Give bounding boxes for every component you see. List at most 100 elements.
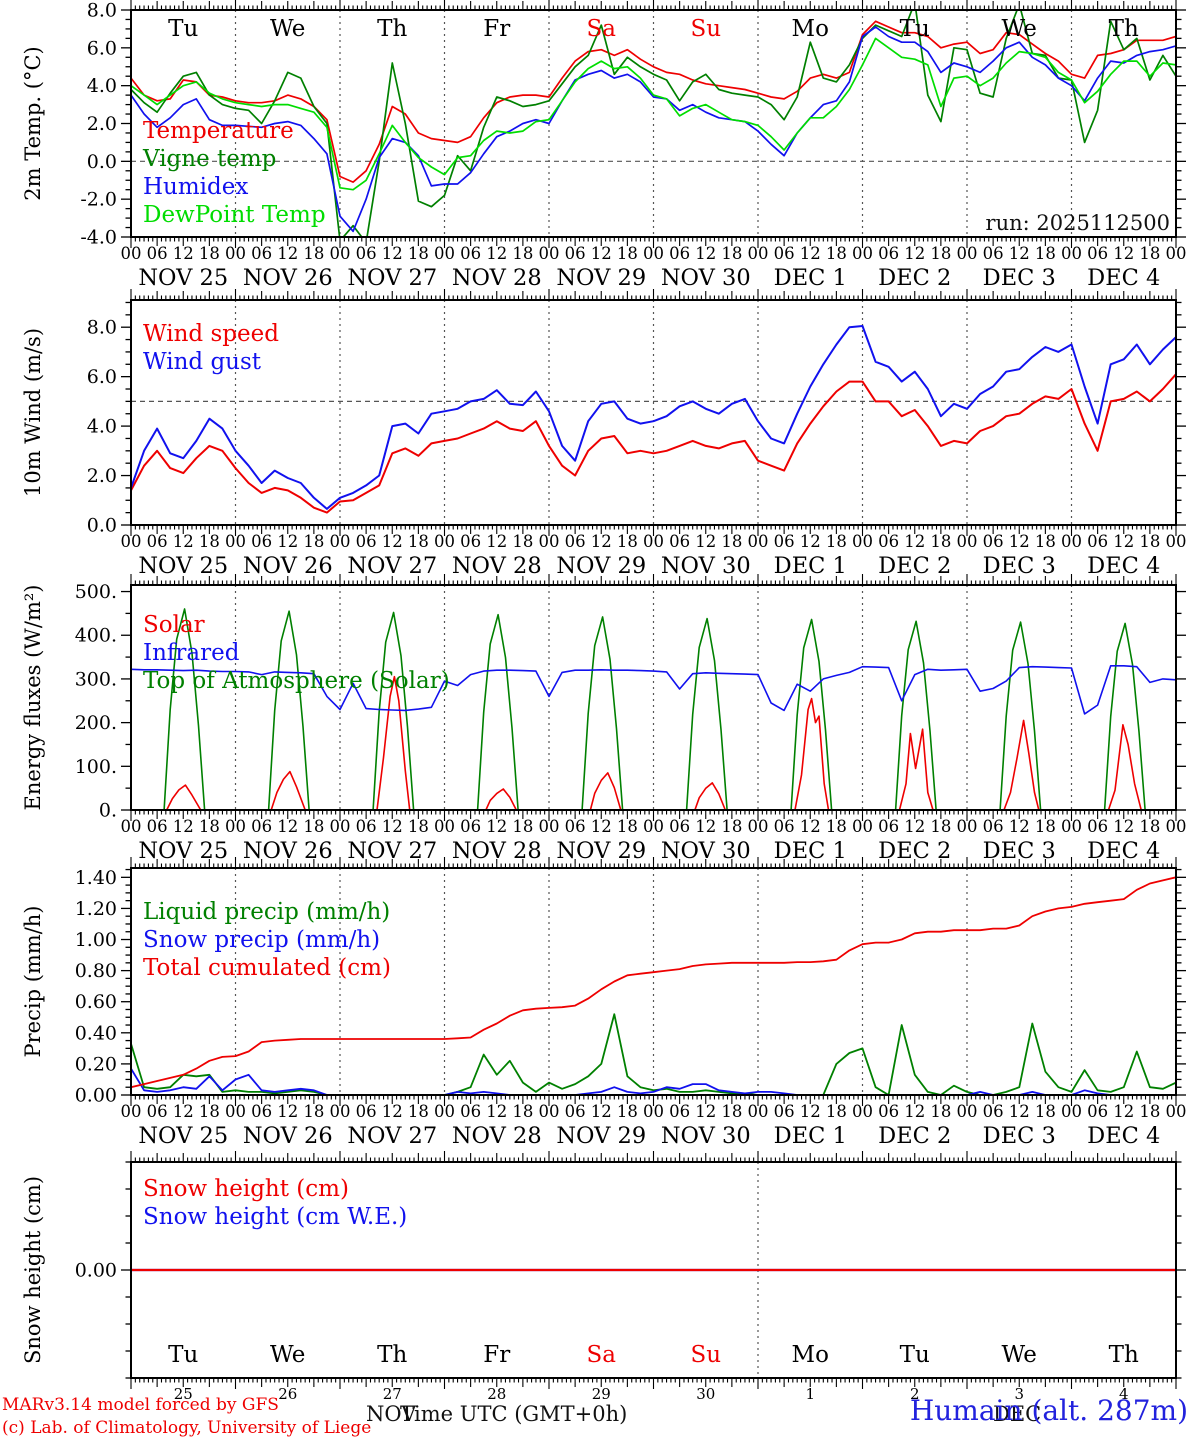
date-label: DEC 1 [774,1123,847,1149]
series-total-cumulated [131,876,1176,1089]
hour-tick-label: 00 [1061,244,1082,263]
hour-tick-label: 00 [1166,1102,1187,1121]
hour-tick-label: 18 [1035,532,1056,551]
hour-tick-label: 06 [669,1102,690,1121]
hour-tick-label: 00 [957,532,978,551]
y-tick-label: -2.0 [80,189,117,211]
hour-tick-label: 06 [1087,244,1108,263]
series-temperature [131,20,1176,183]
y-tick-label: 0.40 [75,1022,117,1044]
hour-tick-label: 18 [303,532,324,551]
hour-tick-label: 00 [539,532,560,551]
hour-tick-label: 00 [748,1102,769,1121]
hour-tick-label: 18 [826,817,847,836]
hour-tick-label: 06 [878,244,899,263]
day-number-label: 28 [487,1385,506,1403]
y-tick-label: 0. [99,800,117,822]
series-dewpoint-temp [131,37,1176,191]
date-label: DEC 4 [1087,265,1160,291]
hour-tick-label: 00 [434,817,455,836]
time-axis-label: Time UTC (GMT+0h) [400,1402,628,1426]
station-label: Humain (alt. 287m) [909,1394,1188,1427]
hour-tick-label: 12 [1113,1102,1134,1121]
hour-tick-label: 00 [852,532,873,551]
hour-tick-label: 12 [486,817,507,836]
hour-tick-label: 00 [330,244,351,263]
hour-tick-label: 12 [695,532,716,551]
model-credit-line1: MARv3.14 model forced by GFS [2,1395,279,1415]
wind10m-panel: 8.06.04.02.00.000 06 12 18 00 06 12 18 00 06 12 18 0… [21,289,1187,579]
hour-tick-label: 18 [199,244,220,263]
hour-tick-label: 18 [199,817,220,836]
hour-tick-label: 00 [643,817,664,836]
legend-top-of-atmosphere-solar-: Top of Atmosphere (Solar) [143,668,450,694]
hour-tick-label: 00 [330,1102,351,1121]
hour-tick-label: 06 [1087,817,1108,836]
hour-tick-label: 06 [774,244,795,263]
hour-tick-label: 00 [225,1102,246,1121]
hour-tick-label: 00 [748,244,769,263]
hour-tick-label: 18 [930,244,951,263]
hour-tick-label: 06 [774,532,795,551]
hour-tick-label: 12 [486,1102,507,1121]
weekday-label: We [1002,16,1037,42]
date-label: DEC 2 [878,265,951,291]
hour-tick-label: 06 [878,1102,899,1121]
weekday-label: Tu [900,16,930,42]
hour-tick-label: 06 [356,532,377,551]
hour-tick-label: 06 [356,817,377,836]
hour-tick-label: 12 [800,1102,821,1121]
series-wind-speed [131,373,1176,514]
date-label: NOV 26 [243,265,333,291]
date-label: NOV 29 [556,265,646,291]
hour-tick-label: 12 [695,817,716,836]
y-tick-label: 500. [75,581,117,603]
hour-tick-label: 18 [617,244,638,263]
hour-tick-label: 00 [539,1102,560,1121]
hour-tick-label: 18 [930,817,951,836]
hour-tick-label: 12 [1009,244,1030,263]
hour-tick-label: 00 [852,1102,873,1121]
date-label: NOV 27 [347,553,437,579]
hour-tick-label: 12 [486,244,507,263]
hour-tick-label: 18 [1035,1102,1056,1121]
weekday-label: Tu [168,16,198,42]
y-tick-label: 0.0 [87,151,117,173]
hour-tick-label: 06 [460,817,481,836]
hour-tick-label: 00 [643,244,664,263]
legend-snow-precip-mm-h-: Snow precip (mm/h) [143,927,380,953]
hour-tick-label: 18 [303,244,324,263]
hour-tick-label: 12 [591,1102,612,1121]
hour-tick-label: 18 [721,817,742,836]
hour-tick-label: 00 [748,532,769,551]
series-snow-precip [131,1067,1176,1095]
date-label: DEC 2 [878,1123,951,1149]
hour-tick-label: 00 [1166,532,1187,551]
hour-tick-label: 06 [147,244,168,263]
hour-tick-label: 00 [434,244,455,263]
date-label: DEC 2 [878,553,951,579]
hour-tick-label: 18 [1035,817,1056,836]
hour-tick-label: 18 [1139,244,1160,263]
hour-tick-label: 00 [748,817,769,836]
hour-tick-label: 12 [904,817,925,836]
hour-tick-label: 00 [121,244,142,263]
y-tick-label: 0.00 [75,1085,117,1107]
legend-wind-speed: Wind speed [143,321,279,347]
day-number-label: 4 [1119,1385,1129,1403]
weekday-label: We [270,16,305,42]
series-infrared [131,665,1176,715]
hour-tick-label: 12 [173,817,194,836]
y-axis-title: Snow height (cm) [21,1176,45,1364]
date-label: DEC 4 [1087,1123,1160,1149]
hour-tick-label: 06 [774,817,795,836]
month-label-dec: DEC [993,1402,1042,1426]
hour-tick-label: 00 [957,1102,978,1121]
hour-tick-label: 00 [852,817,873,836]
hour-tick-label: 18 [199,1102,220,1121]
hour-tick-label: 12 [277,817,298,836]
legend-wind-gust: Wind gust [143,349,262,375]
weekday-label: Sa [587,16,617,42]
